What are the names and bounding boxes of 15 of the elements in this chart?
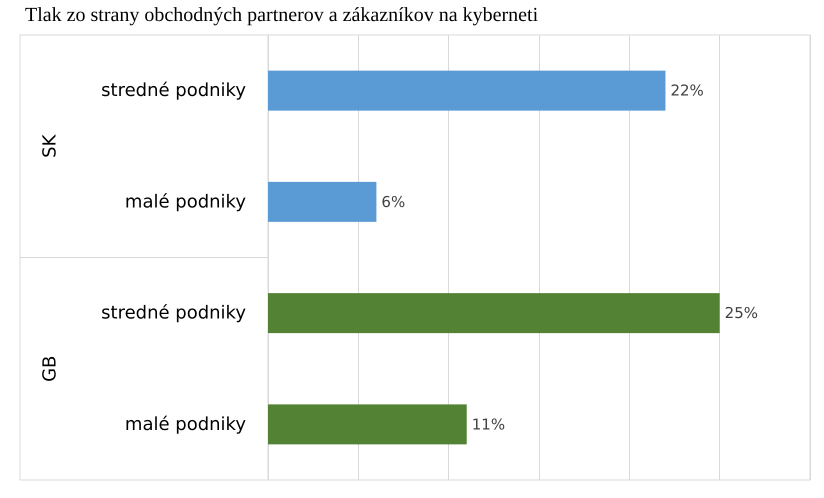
bar bbox=[268, 182, 376, 222]
data-label: 11% bbox=[472, 415, 506, 434]
data-label: 25% bbox=[724, 304, 758, 322]
data-label: 22% bbox=[670, 82, 704, 100]
y-tick-label: stredné podniky bbox=[101, 80, 246, 102]
text: SK bbox=[40, 133, 60, 158]
bar bbox=[268, 404, 467, 444]
y-tick-label: malé podniky bbox=[124, 191, 246, 212]
y-tick-label: malé podniky bbox=[124, 414, 246, 435]
data-label: 6% bbox=[381, 192, 406, 211]
chart-title: Tlak zo strany obchodných partnerov a zákazníkov na kyberneti bbox=[25, 4, 539, 26]
y-tick-label: stredné podniky bbox=[101, 302, 246, 324]
text: GB bbox=[40, 356, 60, 382]
bar bbox=[268, 293, 720, 334]
bar bbox=[268, 70, 666, 111]
